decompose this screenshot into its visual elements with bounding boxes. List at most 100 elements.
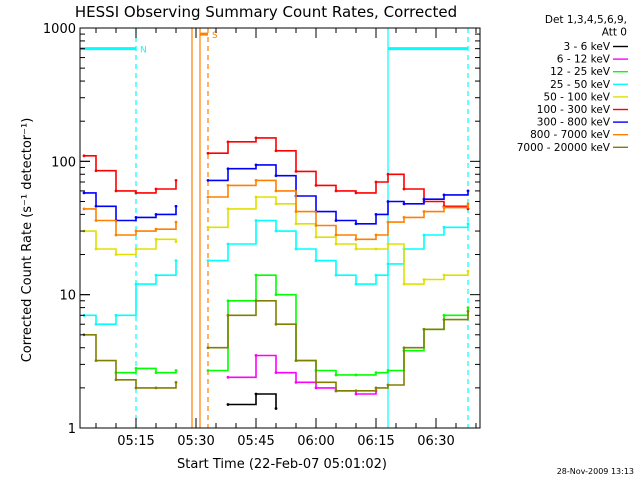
- data-point: [314, 235, 318, 239]
- data-point: [174, 220, 178, 224]
- legend-entry: 300 - 800 keV: [537, 117, 611, 129]
- data-point: [466, 269, 470, 273]
- x-tick-label: 05:45: [237, 434, 274, 449]
- x-tick-label: 06:15: [357, 434, 394, 449]
- data-point: [334, 233, 338, 237]
- data-point: [226, 140, 230, 144]
- data-point: [254, 219, 258, 222]
- data-point: [274, 229, 278, 233]
- data-point: [422, 278, 426, 281]
- x-tick-label: 06:30: [417, 434, 454, 449]
- data-point: [226, 242, 230, 246]
- chart-title: HESSI Observing Summary Count Rates, Cor…: [75, 3, 457, 21]
- data-point: [294, 170, 298, 173]
- flag-label: S: [212, 31, 218, 41]
- data-point: [114, 378, 118, 382]
- data-point: [274, 149, 278, 153]
- data-point: [206, 195, 210, 199]
- data-point: [274, 189, 278, 193]
- data-point: [226, 207, 230, 211]
- data-point: [154, 273, 158, 277]
- data-point: [154, 212, 158, 216]
- data-point: [402, 215, 406, 219]
- timestamp-stamp: 28-Nov-2009 13:13: [557, 467, 634, 476]
- data-point: [374, 273, 378, 277]
- data-point: [94, 359, 98, 363]
- data-point: [386, 172, 390, 176]
- data-point: [442, 273, 446, 277]
- data-point: [422, 197, 426, 201]
- data-point: [294, 380, 298, 384]
- data-point: [402, 282, 406, 286]
- data-point: [174, 369, 178, 372]
- x-tick-label: 06:00: [297, 434, 334, 449]
- data-point: [226, 375, 230, 379]
- data-point: [114, 233, 118, 237]
- legend-entry: 3 - 6 keV: [563, 41, 610, 53]
- data-point: [374, 247, 378, 251]
- y-axis-label: Corrected Count Rate (s⁻¹ detector⁻¹): [20, 118, 35, 363]
- x-tick-label: 05:15: [117, 434, 154, 449]
- y-tick-label: 1: [68, 422, 76, 437]
- data-point: [254, 299, 258, 303]
- data-point: [466, 306, 470, 309]
- data-point: [402, 346, 406, 350]
- data-point: [294, 247, 298, 251]
- axes: 1 10 100 1000 05:15 05:30 05:45 06:00 06:15 06:30: [43, 22, 481, 449]
- data-point: [354, 237, 358, 241]
- data-point: [314, 224, 318, 227]
- y-tick-label: 10: [59, 289, 76, 304]
- series-line: [114, 273, 470, 377]
- series-line: [82, 299, 470, 393]
- legend-entry: 800 - 7000 keV: [530, 129, 611, 141]
- data-point: [134, 229, 138, 233]
- data-point: [134, 366, 138, 370]
- data-point: [154, 187, 158, 191]
- data-point: [274, 174, 278, 178]
- data-point: [402, 187, 406, 191]
- legend-entry: 50 - 100 keV: [543, 91, 610, 103]
- data-point: [154, 386, 158, 390]
- data-point: [154, 371, 158, 375]
- data-point: [254, 163, 258, 167]
- data-point: [206, 369, 210, 372]
- data-point: [466, 189, 470, 193]
- legend-entry: 25 - 50 keV: [550, 79, 611, 91]
- legend-header: Att 0: [602, 27, 627, 39]
- data-point: [226, 167, 230, 171]
- data-point: [314, 380, 318, 384]
- data-point: [314, 386, 318, 390]
- data-point: [314, 183, 318, 187]
- data-point: [294, 210, 298, 213]
- data-point: [274, 293, 278, 297]
- data-point: [442, 318, 446, 322]
- data-point: [354, 247, 358, 251]
- data-point: [94, 169, 98, 173]
- data-point: [134, 386, 138, 390]
- data-point: [334, 219, 338, 222]
- data-point: [374, 371, 378, 375]
- data-point: [134, 282, 138, 286]
- data-point: [354, 282, 358, 286]
- data-point: [466, 309, 470, 313]
- data-point: [226, 183, 230, 187]
- data-point: [226, 313, 230, 317]
- data-point: [226, 299, 230, 303]
- data-point: [442, 225, 446, 229]
- data-point: [94, 247, 98, 251]
- data-point: [334, 242, 338, 246]
- data-point: [386, 220, 390, 224]
- data-point: [374, 233, 378, 237]
- data-point: [174, 380, 178, 384]
- data-point: [354, 392, 358, 396]
- data-point: [274, 371, 278, 375]
- series-line: [226, 392, 278, 410]
- data-point: [422, 327, 426, 331]
- x-axis-label: Start Time (22-Feb-07 05:01:02): [177, 457, 387, 472]
- data-point: [422, 233, 426, 237]
- data-point: [354, 191, 358, 195]
- flag-label: N: [140, 46, 147, 56]
- data-point: [354, 389, 358, 393]
- data-point: [254, 392, 258, 396]
- data-point: [174, 259, 178, 263]
